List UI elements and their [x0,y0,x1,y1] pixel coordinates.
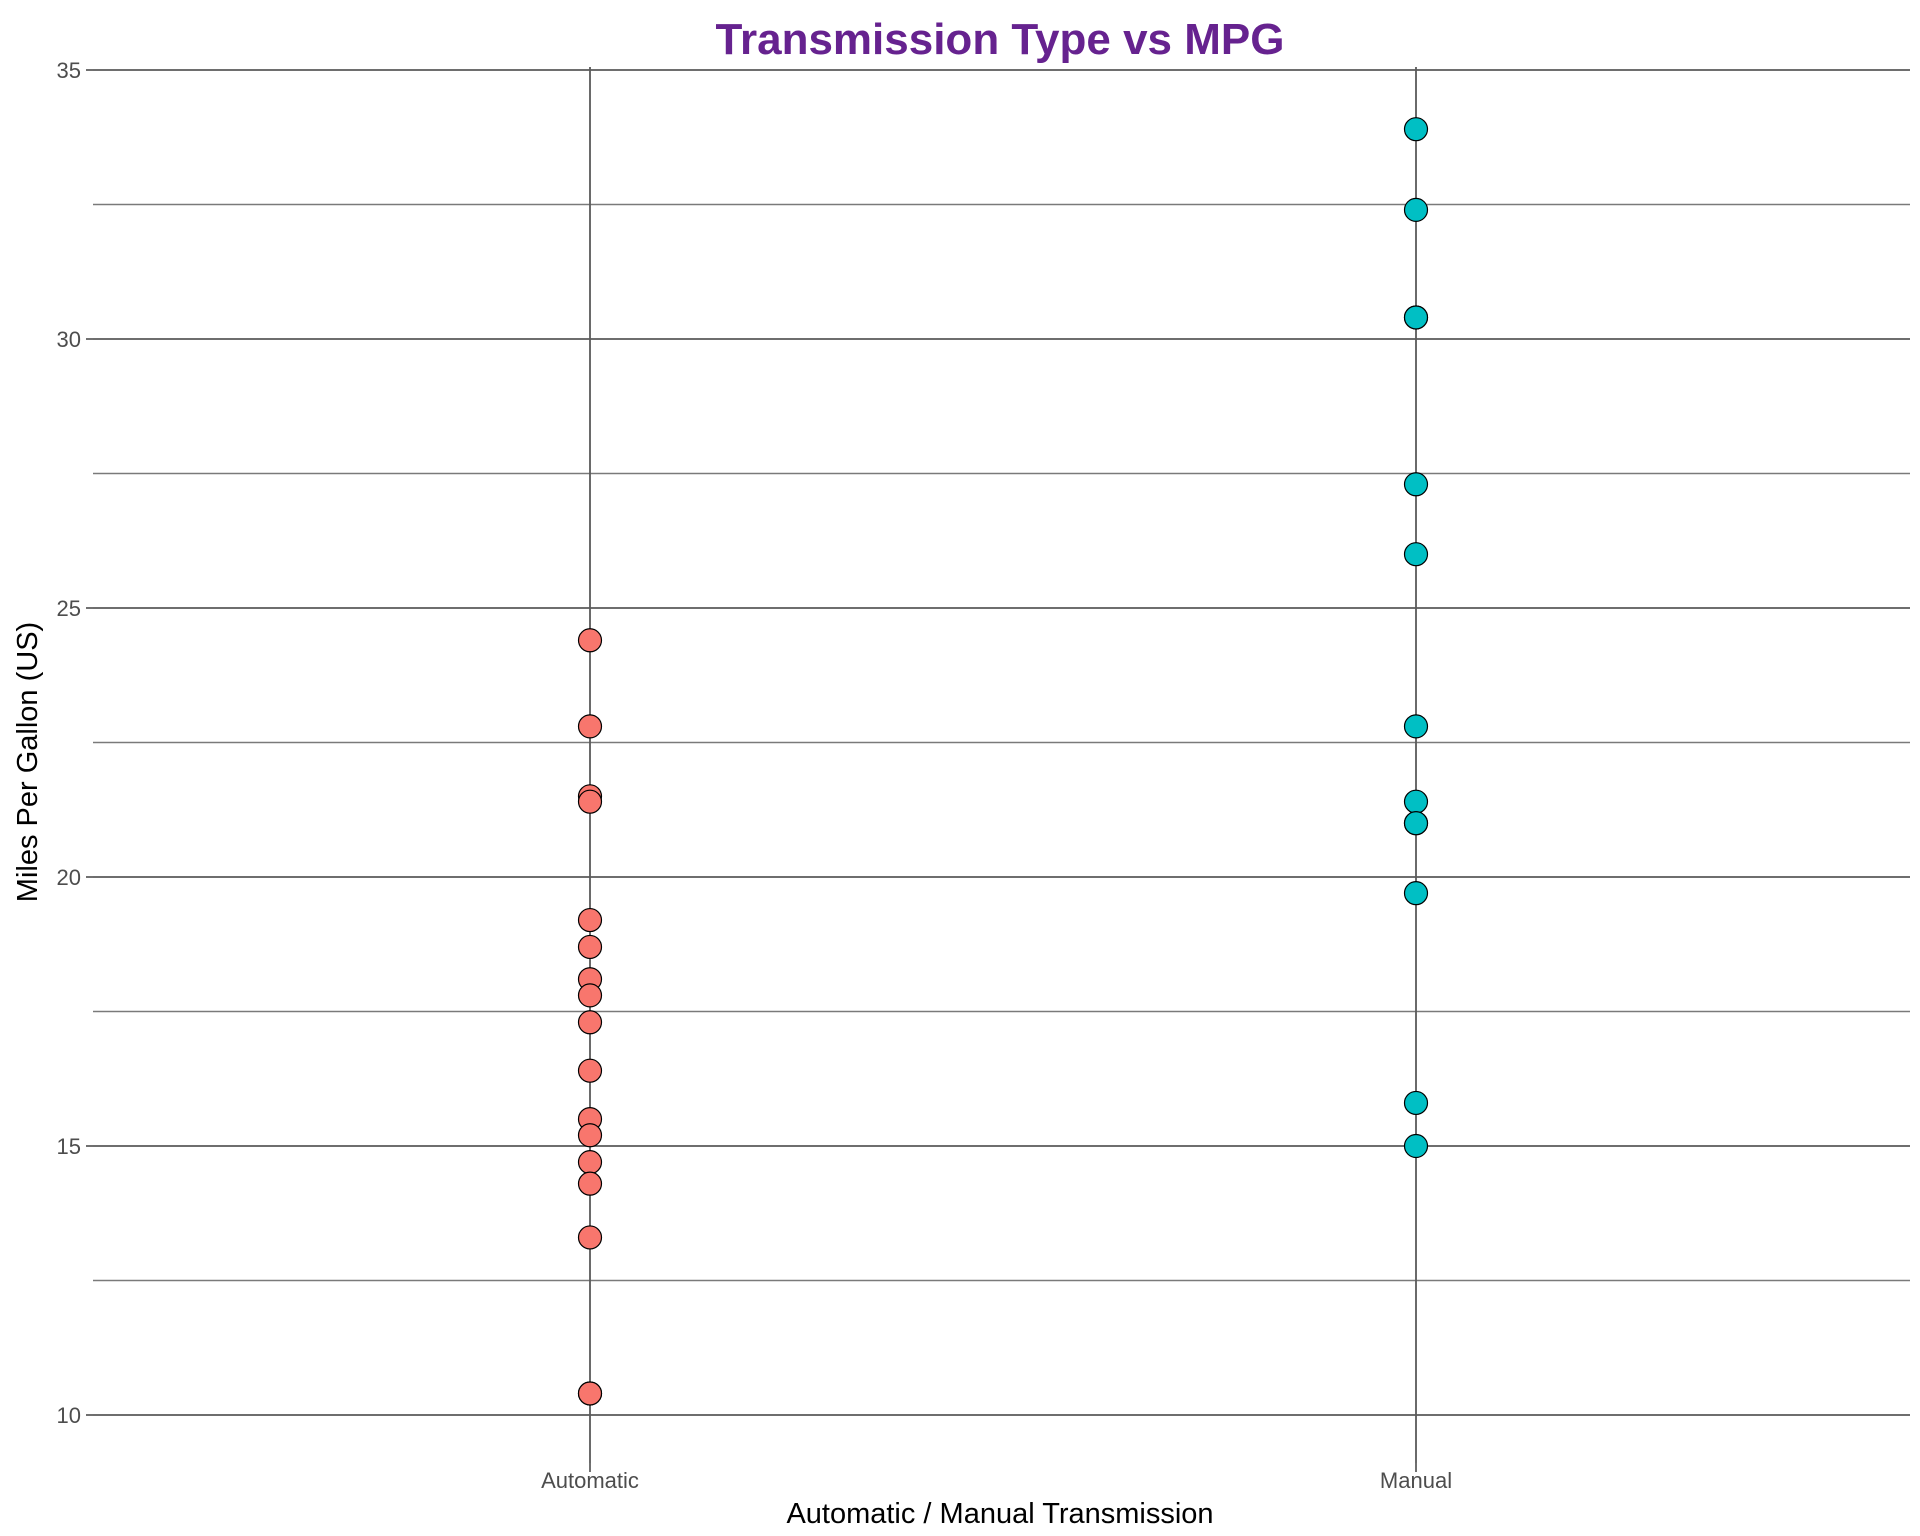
y-axis-title: Miles Per Gallon (US) [12,622,44,902]
data-point [577,1150,603,1175]
data-point [577,1010,603,1035]
data-point [577,1381,603,1406]
data-point [1403,881,1429,906]
data-point [577,628,603,653]
y-tick-label: 30 [57,327,81,352]
data-point [577,1058,603,1083]
y-axis-ticks: 10 15 20 25 30 35 [57,58,93,1428]
data-point [1403,811,1429,836]
major-gridlines [93,69,1910,1416]
x-tick-label: Manual [1380,1468,1452,1493]
x-axis-title: Automatic / Manual Transmission [786,1498,1213,1530]
data-point [577,934,603,960]
y-tick-label: 10 [57,1403,81,1428]
data-point [577,789,603,814]
y-tick-label: 15 [57,1134,81,1159]
y-tick-label: 35 [57,58,81,83]
data-point [577,907,603,933]
data-point [577,1123,603,1148]
data-point [1403,1090,1429,1116]
y-tick-label: 25 [57,596,81,621]
minor-gridlines [93,203,1910,1282]
data-point [1403,1133,1429,1159]
data-point [1403,305,1429,330]
data-point [1403,542,1429,567]
data-point [577,714,603,739]
x-axis-ticks: Automatic Manual [541,1463,1452,1493]
data-point [1403,789,1429,814]
chart-title: Transmission Type vs MPG [716,15,1285,64]
y-tick-label: 20 [57,865,81,890]
data-point [577,1171,603,1196]
data-point [577,983,603,1008]
vertical-gridlines [589,67,1417,1463]
data-point [577,1225,603,1250]
data-point [1403,472,1429,497]
data-point [1403,117,1429,142]
data-point [1403,197,1429,222]
data-points [577,117,1429,1406]
x-tick-label: Automatic [541,1468,639,1493]
data-point [1403,714,1429,739]
